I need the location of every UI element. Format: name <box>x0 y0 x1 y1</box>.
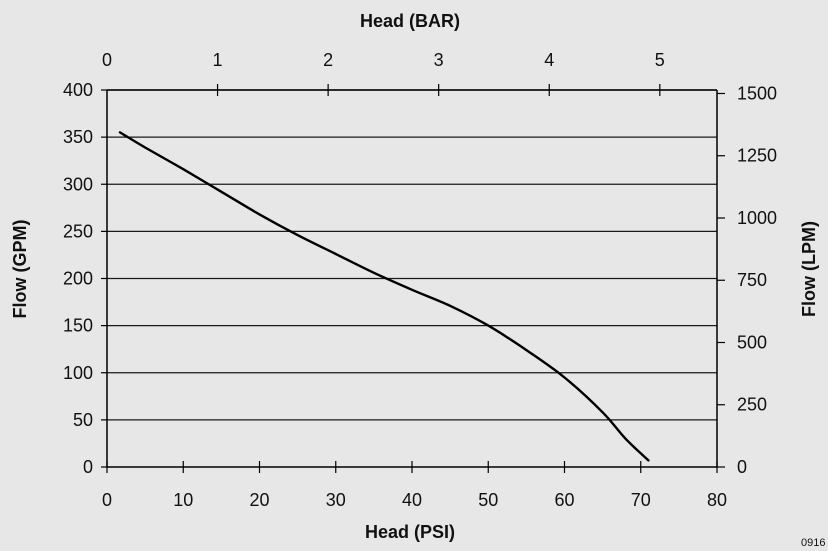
x-bottom-tick-label-10: 10 <box>173 490 193 510</box>
y-left-tick-label-400: 400 <box>63 80 93 100</box>
x-top-tick-label-3: 3 <box>434 50 444 70</box>
y-left-tick-label-250: 250 <box>63 221 93 241</box>
x-bottom-tick-label-0: 0 <box>102 490 112 510</box>
y-left-tick-label-350: 350 <box>63 127 93 147</box>
x-bottom-tick-label-40: 40 <box>402 490 422 510</box>
x-bottom-axis-title: Head (PSI) <box>365 522 455 542</box>
y-left-tick-label-200: 200 <box>63 269 93 289</box>
x-bottom-tick-label-70: 70 <box>631 490 651 510</box>
y-right-tick-label-0: 0 <box>737 457 747 477</box>
y-left-tick-label-0: 0 <box>83 457 93 477</box>
labels-layer: 0 10 20 30 40 50 60 70 800 1 2 3 4 505010015020025030… <box>63 50 777 510</box>
series-layer <box>118 131 650 462</box>
y-right-tick-label-1500: 1500 <box>737 83 777 103</box>
y-right-tick-label-1250: 1250 <box>737 146 777 166</box>
y-left-tick-label-100: 100 <box>63 363 93 383</box>
y-left-tick-label-300: 300 <box>63 174 93 194</box>
x-bottom-tick-label-80: 80 <box>707 490 727 510</box>
x-top-tick-label-4: 4 <box>544 50 554 70</box>
y-right-tick-label-750: 750 <box>737 270 767 290</box>
y-right-tick-label-1000: 1000 <box>737 208 777 228</box>
y-right-tick-label-250: 250 <box>737 395 767 415</box>
y-left-axis-title: Flow (GPM) <box>10 220 30 319</box>
x-top-axis-title: Head (BAR) <box>360 11 460 31</box>
x-bottom-tick-label-20: 20 <box>249 490 269 510</box>
x-bottom-tick-label-50: 50 <box>478 490 498 510</box>
flow-head-curve <box>118 131 650 462</box>
x-bottom-tick-label-30: 30 <box>326 490 346 510</box>
y-right-tick-label-500: 500 <box>737 332 767 352</box>
x-top-tick-label-0: 0 <box>102 50 112 70</box>
y-right-axis-title: Flow (LPM) <box>799 221 819 317</box>
y-left-tick-label-150: 150 <box>63 316 93 336</box>
reference-code: 0916 <box>801 537 825 546</box>
y-left-tick-label-50: 50 <box>73 410 93 430</box>
x-top-tick-label-5: 5 <box>655 50 665 70</box>
grid-layer <box>107 89 717 421</box>
x-bottom-tick-label-60: 60 <box>554 490 574 510</box>
x-top-tick-label-1: 1 <box>213 50 223 70</box>
ticks-layer <box>101 84 725 473</box>
x-top-tick-label-2: 2 <box>323 50 333 70</box>
